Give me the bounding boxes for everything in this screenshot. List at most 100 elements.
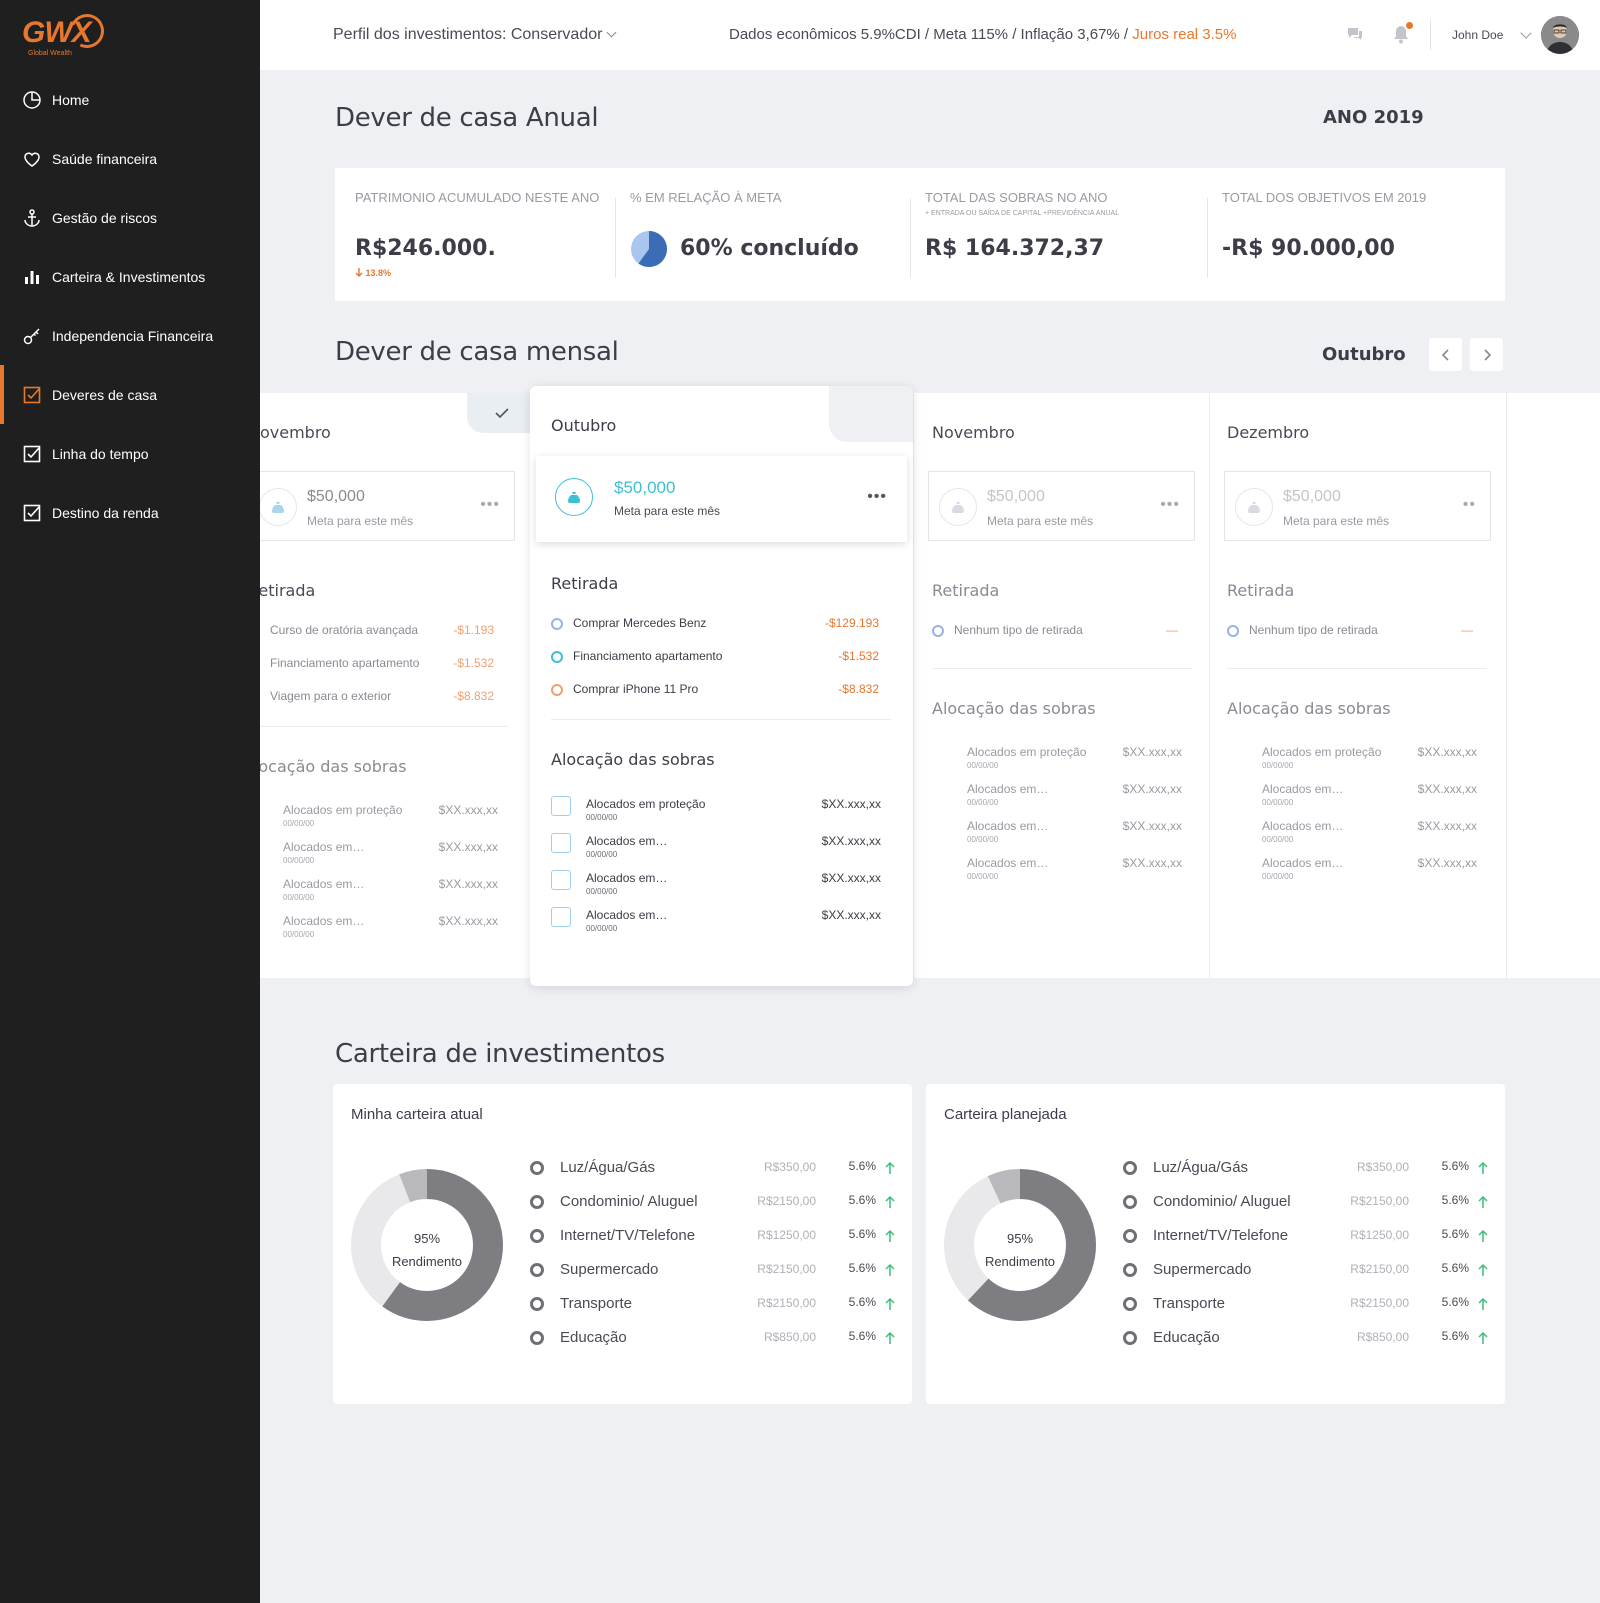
portfolio-row-label: Internet/TV/Telefone [560,1227,696,1244]
radio-ring-icon[interactable] [530,1331,544,1345]
sidebar-item-destino[interactable]: Destino da renda [0,483,260,542]
alloc-row: Alocados em… 00/00/00 $XX.xxx,xx [283,877,508,911]
donut-segment [351,1169,503,1321]
more-icon[interactable]: ••• [1160,496,1180,513]
alloc-checkbox[interactable] [551,796,571,816]
alloc-date: 00/00/00 [586,850,618,859]
portfolio-row-pct: 5.6% [1441,1159,1469,1173]
alloc-label: Alocados em… [283,877,365,891]
radio-ring-icon[interactable] [530,1297,544,1311]
notification-bell-icon[interactable] [1392,22,1413,44]
alloc-label: Alocados em… [967,856,1049,870]
alloc-checkbox[interactable] [551,907,571,927]
portfolio-card-title: Carteira planejada [944,1106,1067,1123]
radio-ring-icon[interactable] [530,1195,544,1209]
alloc-row: Alocados em… 00/00/00 $XX.xxx,xx [1262,819,1487,853]
status-ring-icon [551,618,563,630]
more-icon[interactable]: •• [1462,496,1476,513]
sidebar-item-deveres[interactable]: Deveres de casa [0,365,260,424]
month-check-tab[interactable] [467,393,537,433]
gwx-logo[interactable]: GWX Global Wealth [22,9,109,60]
portfolio-row-value: R$2150,00 [757,1262,816,1276]
avatar[interactable] [1541,16,1579,54]
alloc-title: Alocação das sobras [1227,699,1391,718]
goal-card[interactable]: $50,000 Meta para este mês •• [1224,471,1491,541]
status-ring-icon [1227,625,1239,637]
donut-segment [351,1169,503,1321]
portfolio-row-pct: 5.6% [848,1261,876,1275]
radio-ring-icon[interactable] [1123,1195,1137,1209]
donut-chart [351,1169,503,1321]
alloc-row: Alocados em… 00/00/00 $XX.xxx,xx [967,819,1192,853]
radio-ring-icon[interactable] [530,1161,544,1175]
radio-ring-icon[interactable] [1123,1161,1137,1175]
next-month-button[interactable] [1470,338,1503,371]
goal-label: Meta para este mês [987,514,1094,528]
donut-value: 95% [1006,1231,1034,1246]
goal-card[interactable]: $50,000 Meta para este mês ••• [260,471,515,541]
chevron-down-icon[interactable] [1520,27,1532,39]
sidebar-item-home[interactable]: Home [0,70,260,129]
alloc-checkbox[interactable] [551,870,571,890]
economic-data-text: Dados econômicos 5.9%CDI / Meta 115% / I… [729,26,1133,43]
portfolio-row-label: Luz/Água/Gás [560,1159,656,1176]
radio-ring-icon[interactable] [1123,1263,1137,1277]
goal-card[interactable]: $50,000 Meta para este mês ••• [928,471,1195,541]
sidebar-item-independencia[interactable]: Independencia Financeira [0,306,260,365]
portfolio-row-pct: 5.6% [848,1329,876,1343]
arrow-up-icon [1478,1263,1488,1276]
radio-ring-icon[interactable] [530,1229,544,1243]
portfolio-row-label: Condominio/ Aluguel [560,1193,698,1210]
radio-ring-icon[interactable] [1123,1229,1137,1243]
alloc-checkbox[interactable] [551,833,571,853]
sidebar-item-carteira[interactable]: Carteira & Investimentos [0,247,260,306]
sidebar-item-linha[interactable]: Linha do tempo [0,424,260,483]
withdraw-value: -$1.532 [453,656,494,670]
donut-caption: Rendimento [984,1254,1056,1269]
portfolio-row-value: R$1250,00 [757,1228,816,1242]
month-tab[interactable] [829,386,913,442]
withdraw-row: Nenhum tipo de retirada — [932,623,1192,643]
portfolio-row-pct: 5.6% [1441,1193,1469,1207]
topbar: Perfil dos investimentos: Conservador Da… [260,0,1600,70]
portfolio-row-value: R$2150,00 [1350,1262,1409,1276]
divider [615,198,616,278]
withdraw-row: Comprar Mercedes Benz -$129.193 [551,616,891,636]
portfolio-row-value: R$850,00 [1356,1330,1409,1344]
goal-value: $50,000 [614,478,676,497]
sidebar-item-label: Home [52,91,90,108]
portfolio-row-label: Educação [560,1329,627,1346]
more-icon[interactable]: ••• [480,496,500,513]
investment-profile-dropdown[interactable]: Perfil dos investimentos: Conservador [333,26,617,44]
radio-ring-icon[interactable] [1123,1297,1137,1311]
alloc-row: Alocados em proteção 00/00/00 $XX.xxx,xx [1262,745,1487,779]
more-icon[interactable]: ••• [867,488,887,505]
goal-label: Meta para este mês [307,514,414,528]
withdraw-value: — [1461,623,1473,637]
stat-change: 13.8% [355,268,391,278]
portfolio-title: Carteira de investimentos [335,1039,665,1069]
alloc-label: Alocados em… [1262,819,1344,833]
prev-month-button[interactable] [1429,338,1462,371]
radio-ring-icon[interactable] [1123,1331,1137,1345]
chevron-right-icon [1483,348,1491,361]
radio-ring-icon[interactable] [530,1263,544,1277]
profile-label: Perfil dos investimentos: Conservador [333,26,603,43]
sidebar-item-label: Carteira & Investimentos [52,268,206,285]
sidebar-item-saude[interactable]: Saúde financeira [0,129,260,188]
alloc-label: Alocados em… [283,840,365,854]
chat-icon[interactable] [1346,26,1364,42]
sidebar-item-riscos[interactable]: Gestão de riscos [0,188,260,247]
user-name[interactable]: John Doe [1452,28,1504,42]
alloc-title: Alocação das sobras [551,750,715,769]
goal-card[interactable]: $50,000 Meta para este mês ••• [536,456,907,542]
alloc-label: Alocados em proteção [283,803,403,817]
portfolio-row: Internet/TV/Telefone R$1250,00 5.6% [530,1227,896,1247]
annual-stats-card: PATRIMONIO ACUMULADO NESTE ANO R$246.000… [335,168,1505,301]
monthly-strip: Novembro $50,000 Meta para este mês ••• … [260,393,1600,978]
alloc-value: $XX.xxx,xx [1122,782,1182,796]
alloc-value: $XX.xxx,xx [438,877,498,891]
pie-progress [638,231,667,267]
alloc-value: $XX.xxx,xx [438,914,498,928]
withdraw-label: Nenhum tipo de retirada [954,623,1083,637]
